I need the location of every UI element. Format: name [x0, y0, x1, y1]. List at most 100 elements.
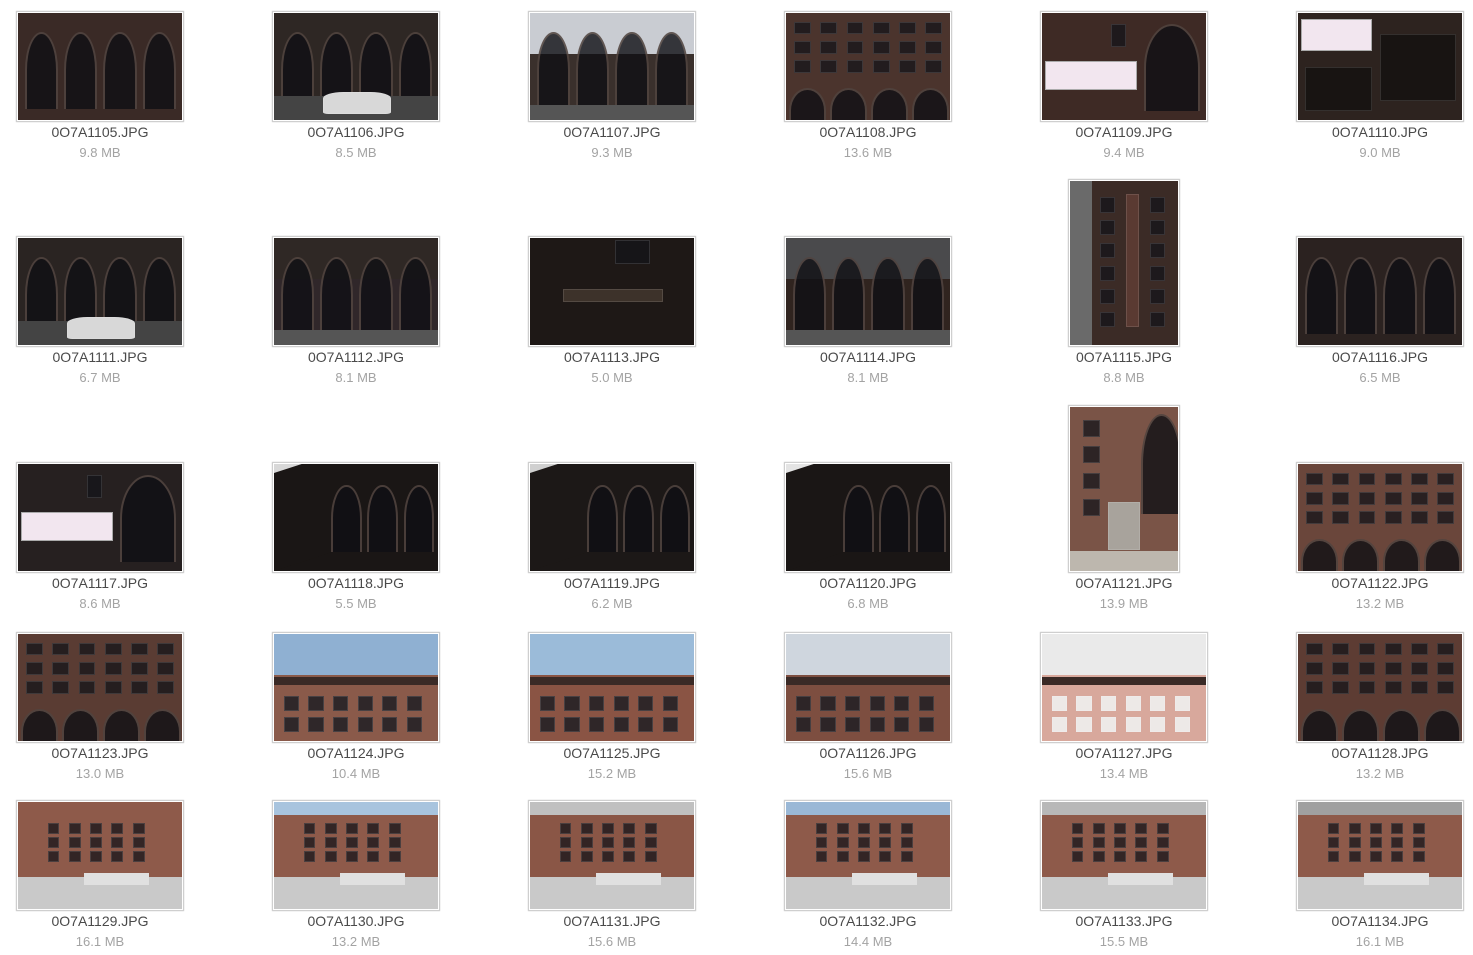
file-name: 0O7A1122.JPG: [1331, 575, 1429, 591]
file-name: 0O7A1126.JPG: [819, 745, 917, 761]
photo-preview: [1070, 181, 1178, 345]
file-thumbnail[interactable]: [1296, 632, 1464, 743]
file-thumbnail[interactable]: [528, 236, 696, 347]
file-thumbnail[interactable]: [272, 462, 440, 573]
photo-preview: [530, 464, 694, 571]
file-thumbnail[interactable]: [784, 11, 952, 122]
file-size: 15.6 MB: [587, 934, 637, 949]
file-size: 13.2 MB: [331, 934, 381, 949]
file-thumbnail[interactable]: [528, 632, 696, 743]
file-thumbnail[interactable]: [16, 11, 184, 122]
file-thumbnail[interactable]: [528, 462, 696, 573]
file-size: 5.5 MB: [335, 596, 377, 611]
file-thumbnail[interactable]: [1068, 179, 1180, 347]
file-size: 8.6 MB: [79, 596, 121, 611]
file-name: 0O7A1106.JPG: [307, 124, 405, 140]
file-thumbnail[interactable]: [1068, 405, 1180, 573]
file-size: 8.1 MB: [847, 370, 889, 385]
photo-preview: [786, 634, 950, 741]
file-name: 0O7A1131.JPG: [563, 913, 661, 929]
file-size: 15.2 MB: [587, 766, 637, 781]
file-name: 0O7A1121.JPG: [1075, 575, 1173, 591]
file-name: 0O7A1114.JPG: [820, 349, 916, 365]
file-name: 0O7A1110.JPG: [1332, 124, 1428, 140]
file-name: 0O7A1123.JPG: [51, 745, 149, 761]
file-thumbnail[interactable]: [16, 632, 184, 743]
file-thumbnail[interactable]: [1040, 800, 1208, 911]
file-name: 0O7A1108.JPG: [819, 124, 917, 140]
file-size: 9.0 MB: [1359, 145, 1401, 160]
file-name: 0O7A1111.JPG: [52, 349, 148, 365]
file-thumbnail[interactable]: [1296, 800, 1464, 911]
photo-preview: [530, 238, 694, 345]
photo-preview: [274, 13, 438, 120]
file-name: 0O7A1124.JPG: [307, 745, 405, 761]
photo-preview: [1042, 802, 1206, 909]
file-thumbnail[interactable]: [784, 462, 952, 573]
file-size: 8.8 MB: [1103, 370, 1145, 385]
file-size: 9.3 MB: [591, 145, 633, 160]
photo-preview: [530, 13, 694, 120]
file-thumbnail[interactable]: [272, 800, 440, 911]
photo-preview: [18, 802, 182, 909]
file-thumbnail[interactable]: [16, 236, 184, 347]
photo-preview: [18, 238, 182, 345]
file-thumbnail[interactable]: [272, 236, 440, 347]
photo-preview: [18, 464, 182, 571]
file-name: 0O7A1132.JPG: [819, 913, 917, 929]
file-size: 13.2 MB: [1355, 766, 1405, 781]
photo-preview: [1298, 238, 1462, 345]
file-thumbnail[interactable]: [1296, 236, 1464, 347]
file-thumbnail[interactable]: [16, 800, 184, 911]
file-size: 8.5 MB: [335, 145, 377, 160]
file-thumbnail[interactable]: [272, 11, 440, 122]
file-name: 0O7A1119.JPG: [564, 575, 660, 591]
file-name: 0O7A1118.JPG: [308, 575, 404, 591]
photo-preview: [786, 238, 950, 345]
file-name: 0O7A1129.JPG: [51, 913, 149, 929]
file-size: 6.7 MB: [79, 370, 121, 385]
file-name: 0O7A1115.JPG: [1076, 349, 1172, 365]
file-name: 0O7A1105.JPG: [51, 124, 149, 140]
photo-preview: [1042, 13, 1206, 120]
file-thumbnail[interactable]: [528, 11, 696, 122]
file-thumbnail[interactable]: [272, 632, 440, 743]
photo-preview: [274, 464, 438, 571]
file-size: 13.4 MB: [1099, 766, 1149, 781]
photo-preview: [530, 802, 694, 909]
file-name: 0O7A1134.JPG: [1331, 913, 1429, 929]
photo-preview: [274, 634, 438, 741]
file-thumbnail[interactable]: [528, 800, 696, 911]
photo-preview: [274, 802, 438, 909]
file-name: 0O7A1130.JPG: [307, 913, 405, 929]
file-size: 15.6 MB: [843, 766, 893, 781]
file-thumbnail[interactable]: [784, 800, 952, 911]
file-size: 13.6 MB: [843, 145, 893, 160]
file-thumbnail[interactable]: [1040, 11, 1208, 122]
file-name: 0O7A1125.JPG: [563, 745, 661, 761]
file-thumbnail[interactable]: [1296, 462, 1464, 573]
file-thumbnail[interactable]: [1040, 632, 1208, 743]
photo-preview: [786, 13, 950, 120]
photo-preview: [530, 634, 694, 741]
file-thumbnail[interactable]: [16, 462, 184, 573]
file-size: 5.0 MB: [591, 370, 633, 385]
file-thumbnail[interactable]: [784, 236, 952, 347]
file-thumbnail[interactable]: [1296, 11, 1464, 122]
file-name: 0O7A1117.JPG: [52, 575, 148, 591]
photo-preview: [18, 13, 182, 120]
file-name: 0O7A1116.JPG: [1332, 349, 1428, 365]
photo-preview: [1042, 634, 1206, 741]
photo-preview: [1298, 634, 1462, 741]
file-size: 8.1 MB: [335, 370, 377, 385]
photo-preview: [1298, 802, 1462, 909]
file-size: 13.2 MB: [1355, 596, 1405, 611]
file-size: 15.5 MB: [1099, 934, 1149, 949]
file-thumbnail[interactable]: [784, 632, 952, 743]
file-size: 16.1 MB: [75, 934, 125, 949]
file-size: 9.8 MB: [79, 145, 121, 160]
file-name: 0O7A1112.JPG: [308, 349, 404, 365]
file-size: 9.4 MB: [1103, 145, 1145, 160]
photo-preview: [274, 238, 438, 345]
